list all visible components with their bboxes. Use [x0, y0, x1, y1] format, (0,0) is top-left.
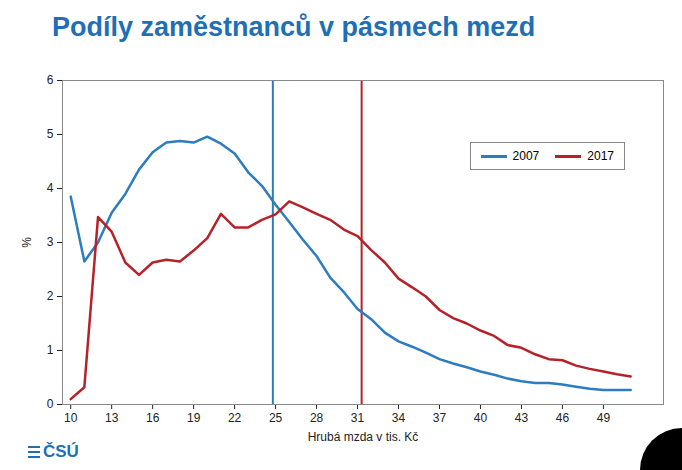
svg-text:22: 22 [228, 411, 242, 425]
html-text:2017: 2017 [587, 149, 614, 163]
html-text:ČSÚ: ČSÚ [43, 442, 79, 461]
svg-text:46: 46 [556, 411, 570, 425]
svg-text:37: 37 [433, 411, 447, 425]
svg-text:28: 28 [310, 411, 324, 425]
svg-text:13: 13 [105, 411, 119, 425]
html-text:2007: 2007 [512, 149, 540, 163]
svg-text:5: 5 [47, 127, 54, 141]
svg-text:49: 49 [597, 411, 611, 425]
svg-text:10: 10 [64, 411, 78, 425]
html-text:Podíly zaměstnanců v pásmech m: Podíly zaměstnanců v pásmech mezd [52, 12, 536, 42]
svg-text:Hrubá mzda v tis. Kč: Hrubá mzda v tis. Kč [308, 430, 419, 444]
svg-text:1: 1 [47, 343, 54, 357]
svg-text:16: 16 [146, 411, 160, 425]
svg-text:%: % [20, 237, 34, 248]
svg-text:0: 0 [47, 397, 54, 411]
svg-text:19: 19 [187, 411, 201, 425]
svg-text:34: 34 [392, 411, 406, 425]
svg-text:2: 2 [47, 289, 54, 303]
svg-text:43: 43 [515, 411, 529, 425]
svg-text:4: 4 [47, 181, 54, 195]
svg-text:3: 3 [47, 235, 54, 249]
svg-text:40: 40 [474, 411, 488, 425]
svg-text:6: 6 [47, 73, 54, 87]
svg-text:31: 31 [351, 411, 365, 425]
svg-text:25: 25 [269, 411, 283, 425]
